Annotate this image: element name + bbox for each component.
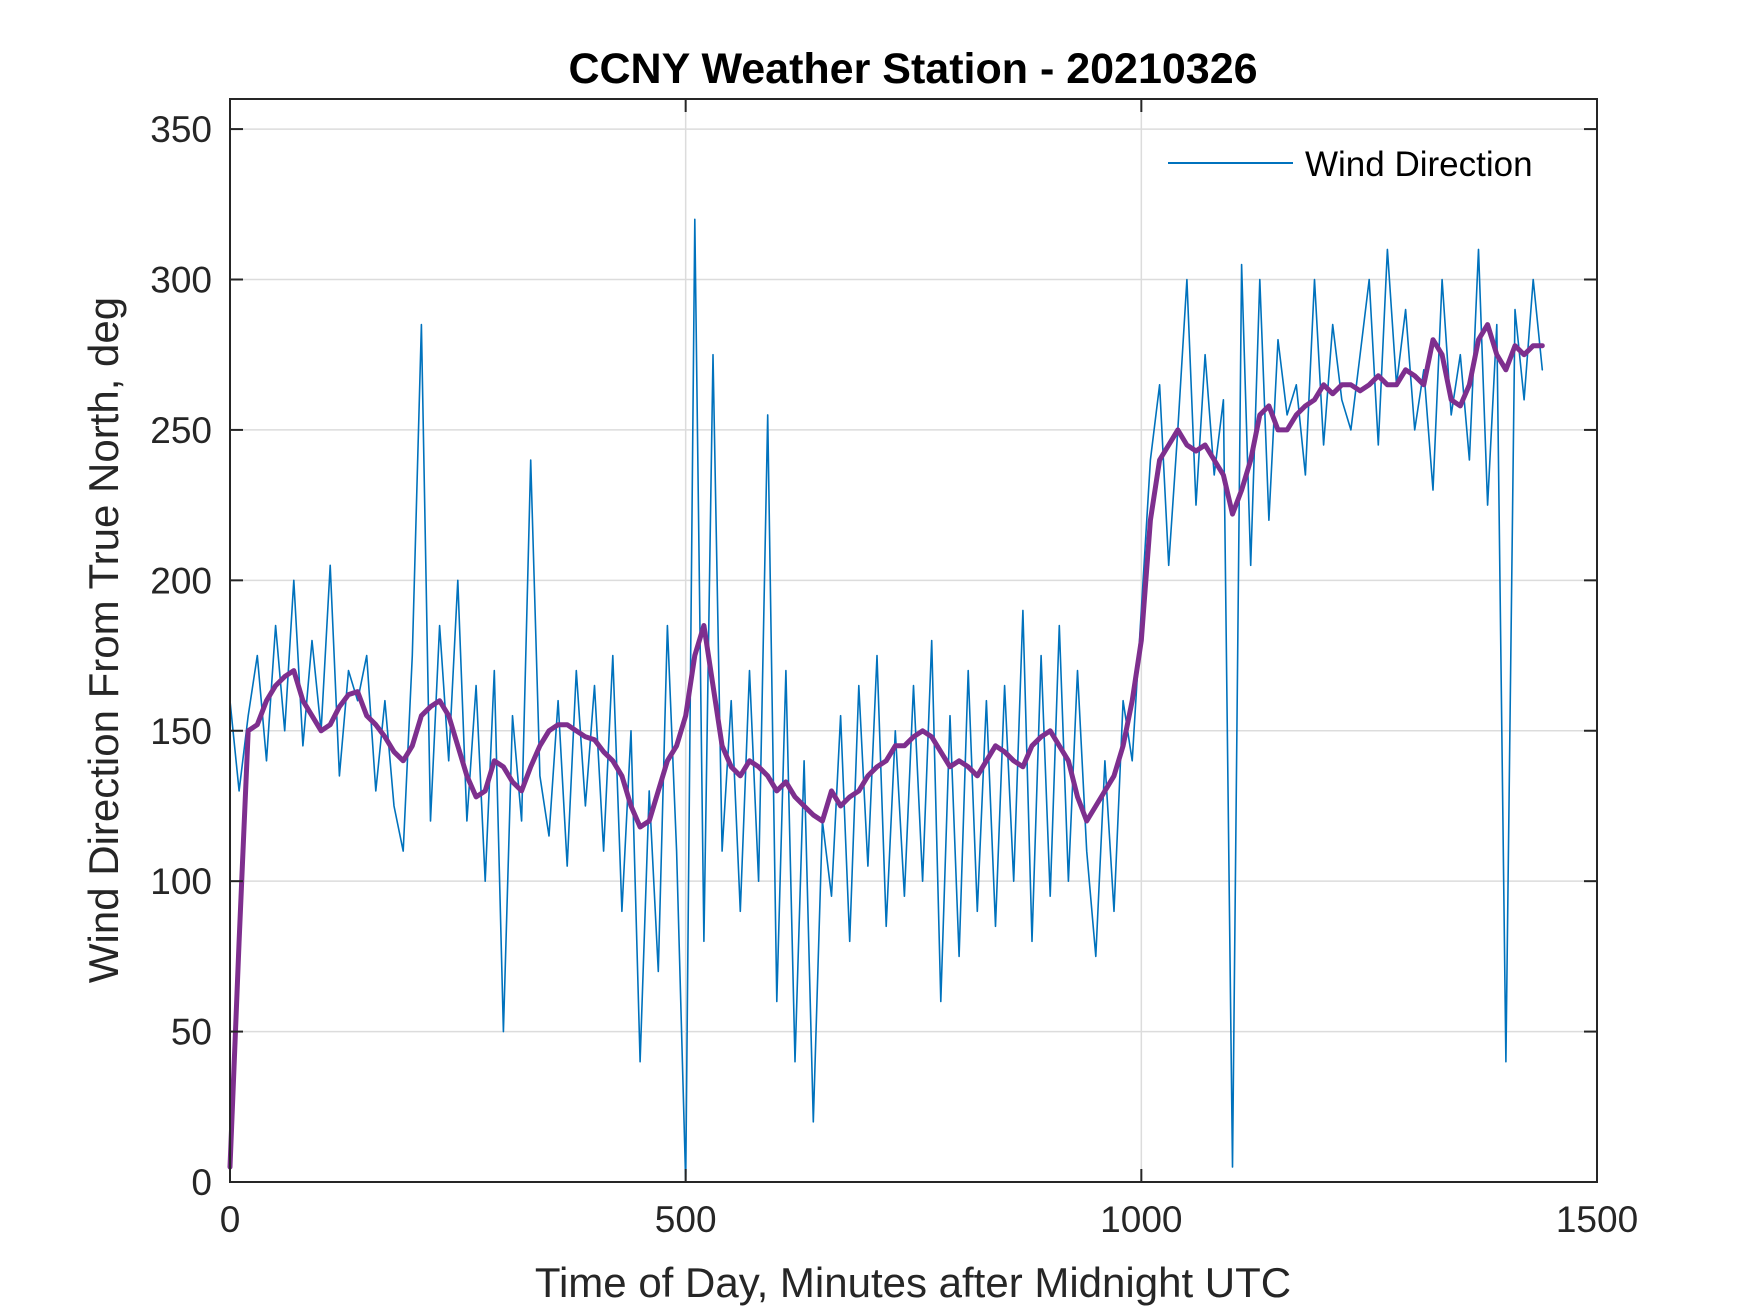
y-tick-label: 350 bbox=[150, 109, 212, 150]
legend-label-wind-direction: Wind Direction bbox=[1305, 145, 1533, 184]
x-tick-label: 500 bbox=[655, 1199, 717, 1240]
chart-title: CCNY Weather Station - 20210326 bbox=[568, 45, 1257, 93]
y-tick-label: 50 bbox=[171, 1012, 212, 1053]
x-tick-label: 1000 bbox=[1100, 1199, 1182, 1240]
x-axis-label: Time of Day, Minutes after Midnight UTC bbox=[535, 1259, 1291, 1306]
x-tick-label: 1500 bbox=[1556, 1199, 1638, 1240]
series-layer bbox=[227, 218, 1545, 1183]
legend: Wind Direction bbox=[1168, 145, 1533, 184]
x-tick-label: 0 bbox=[220, 1199, 241, 1240]
y-tick-label: 150 bbox=[150, 711, 212, 752]
plot-area bbox=[230, 99, 1597, 1182]
series-line-moving-average bbox=[227, 322, 1545, 1170]
y-tick-label: 250 bbox=[150, 410, 212, 451]
y-axis-label: Wind Direction From True North, deg bbox=[80, 297, 127, 983]
ticks: 0 500 1000 1500 0 50 100 150 200 250 300 350 bbox=[150, 99, 1638, 1240]
y-tick-label: 100 bbox=[150, 861, 212, 902]
plot-frame bbox=[229, 98, 1598, 1183]
series-line-wind-direction bbox=[229, 218, 1544, 1183]
y-tick-label: 200 bbox=[150, 560, 212, 601]
y-tick-label: 0 bbox=[191, 1162, 212, 1203]
y-tick-label: 300 bbox=[150, 260, 212, 301]
